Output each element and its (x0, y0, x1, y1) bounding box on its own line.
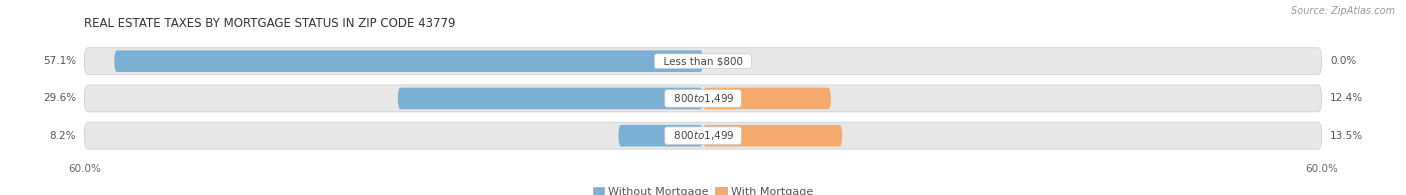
FancyBboxPatch shape (84, 85, 1322, 112)
FancyBboxPatch shape (84, 48, 1322, 75)
Text: Source: ZipAtlas.com: Source: ZipAtlas.com (1291, 6, 1395, 16)
Text: 0.0%: 0.0% (1330, 56, 1357, 66)
Text: 13.5%: 13.5% (1330, 131, 1362, 141)
FancyBboxPatch shape (398, 88, 703, 109)
Text: $800 to $1,499: $800 to $1,499 (666, 92, 740, 105)
FancyBboxPatch shape (114, 50, 703, 72)
FancyBboxPatch shape (703, 88, 831, 109)
Text: 57.1%: 57.1% (44, 56, 76, 66)
Text: 29.6%: 29.6% (44, 93, 76, 103)
FancyBboxPatch shape (84, 122, 1322, 149)
Text: REAL ESTATE TAXES BY MORTGAGE STATUS IN ZIP CODE 43779: REAL ESTATE TAXES BY MORTGAGE STATUS IN … (84, 17, 456, 30)
FancyBboxPatch shape (703, 125, 842, 146)
Text: $800 to $1,499: $800 to $1,499 (666, 129, 740, 142)
FancyBboxPatch shape (619, 125, 703, 146)
Text: 12.4%: 12.4% (1330, 93, 1362, 103)
Text: 8.2%: 8.2% (49, 131, 76, 141)
Text: Less than $800: Less than $800 (657, 56, 749, 66)
Legend: Without Mortgage, With Mortgage: Without Mortgage, With Mortgage (588, 183, 818, 195)
